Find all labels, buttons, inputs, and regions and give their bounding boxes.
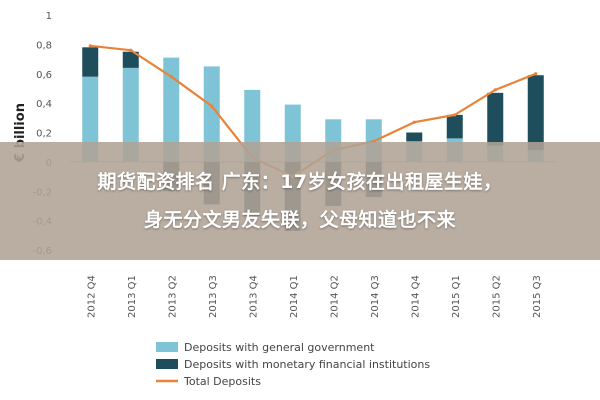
bar-monetary-institutions <box>527 75 544 151</box>
x-tick-label: 2013 Q4 <box>248 275 259 318</box>
bar-monetary-institutions <box>487 92 504 146</box>
legend-label: Total Deposits <box>183 375 261 388</box>
bar-monetary-institutions <box>406 132 423 142</box>
x-tick-label: 2015 Q2 <box>491 275 502 318</box>
y-tick-label: 0,8 <box>36 40 52 51</box>
x-tick-label: 2012 Q4 <box>86 275 97 318</box>
y-tick-label: 0,2 <box>36 129 52 140</box>
total-deposits-point <box>169 75 173 79</box>
y-tick-label: 0,6 <box>36 70 52 81</box>
total-deposits-point <box>88 44 92 48</box>
headline-line-2: 身无分文男友失联，父母知道也不来 <box>143 209 456 231</box>
x-tick-label: 2014 Q1 <box>289 275 300 318</box>
total-deposits-point <box>129 48 133 52</box>
bar-monetary-institutions <box>446 114 463 139</box>
x-tick-label: 2013 Q3 <box>208 275 219 318</box>
legend-swatch <box>156 359 178 369</box>
x-tick-label: 2015 Q3 <box>532 275 543 318</box>
bar-monetary-institutions <box>122 51 139 68</box>
x-tick-label: 2014 Q2 <box>329 275 340 318</box>
total-deposits-point <box>493 88 497 92</box>
x-tick-label: 2013 Q2 <box>167 275 178 318</box>
total-deposits-point <box>534 72 538 76</box>
y-tick-label: 0,4 <box>36 99 52 110</box>
total-deposits-point <box>453 113 457 117</box>
total-deposits-point <box>210 104 214 108</box>
x-tick-label: 2013 Q1 <box>127 275 138 318</box>
total-deposits-point <box>412 120 416 124</box>
x-tick-label: 2014 Q4 <box>410 275 421 318</box>
x-tick-label: 2014 Q3 <box>370 275 381 318</box>
y-tick-label: 1 <box>46 11 52 22</box>
legend-label: Deposits with monetary financial institu… <box>184 358 430 371</box>
bar-general-government <box>82 76 99 162</box>
headline-line-1: 期货配资排名 广东：17岁女孩在出租屋生娃， <box>97 171 503 193</box>
bar-general-government <box>203 66 220 162</box>
legend-swatch <box>156 342 178 352</box>
legend-label: Deposits with general government <box>184 341 375 354</box>
headline-overlay: 期货配资排名 广东：17岁女孩在出租屋生娃， 身无分文男友失联，父母知道也不来 <box>0 142 600 260</box>
x-tick-label: 2015 Q1 <box>451 275 462 318</box>
bar-general-government <box>122 67 139 162</box>
bar-monetary-institutions <box>82 47 99 77</box>
bar-general-government <box>163 57 180 162</box>
